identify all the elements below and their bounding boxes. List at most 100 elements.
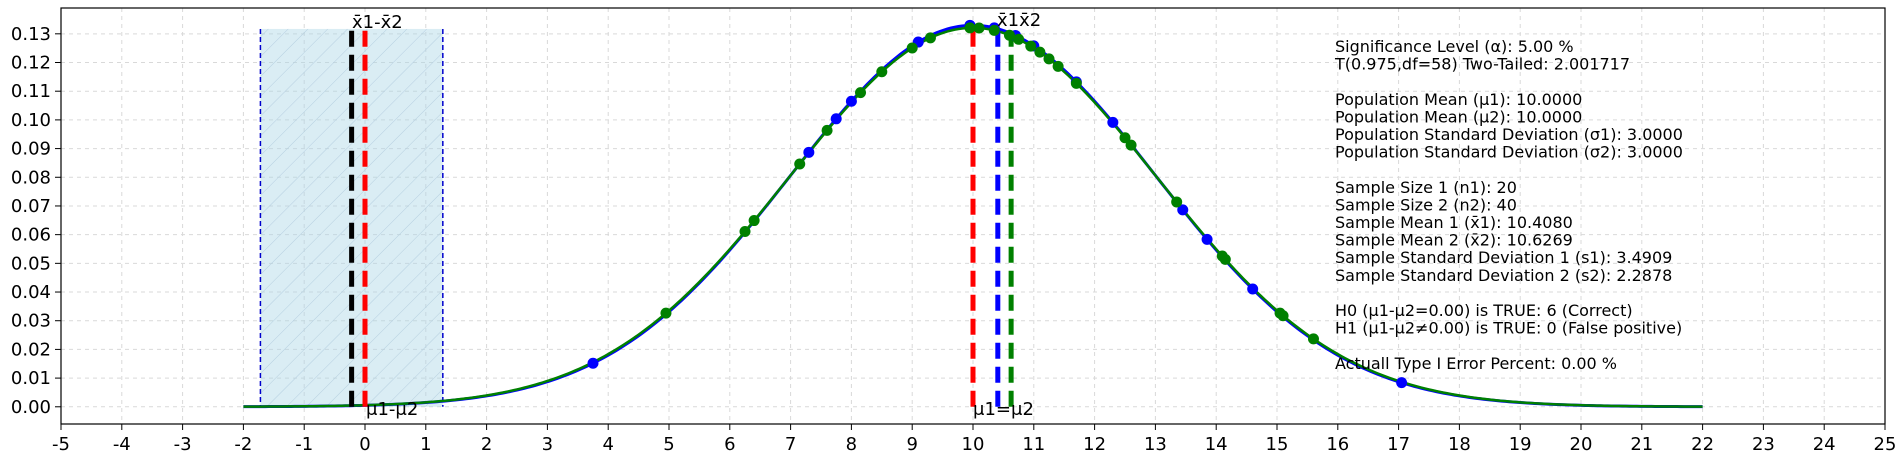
- y-tick-label: 0.00: [11, 397, 51, 418]
- point-green: [748, 215, 760, 227]
- x-tick-label: 17: [1387, 434, 1410, 455]
- x-tick-label: 18: [1448, 434, 1471, 455]
- y-tick-label: 0.04: [11, 282, 51, 303]
- x-tick-label: 2: [481, 434, 492, 455]
- y-tick-label: 0.12: [11, 53, 51, 74]
- info-line: Significance Level (α): 5.00 %: [1335, 37, 1574, 56]
- point-blue: [1201, 233, 1213, 245]
- y-tick-label: 0.07: [11, 196, 51, 217]
- point-green: [906, 42, 918, 54]
- y-tick-label: 0.08: [11, 167, 51, 188]
- x-tick-label: 6: [724, 434, 735, 455]
- x-tick-label: 24: [1813, 434, 1836, 455]
- x-tick-label: 10: [962, 434, 985, 455]
- x-tick-label: 15: [1266, 434, 1289, 455]
- point-green: [794, 158, 806, 170]
- mu-diff-label: μ1-μ2: [366, 399, 418, 420]
- y-tick-label: 0.11: [11, 81, 51, 102]
- x-tick-label: 14: [1205, 434, 1228, 455]
- y-tick-label: 0.01: [11, 368, 51, 389]
- info-panel: Significance Level (α): 5.00 %T(0.975,df…: [1334, 37, 1683, 373]
- point-green: [660, 307, 672, 319]
- point-green: [988, 24, 1000, 36]
- point-green: [1003, 29, 1015, 41]
- xbar-pair-label: x̄1x̄2: [997, 10, 1041, 31]
- point-blue: [1177, 204, 1189, 216]
- info-line: Population Standard Deviation (σ1): 3.00…: [1335, 125, 1683, 144]
- info-line: T(0.975,df=58) Two-Tailed: 2.001717: [1334, 55, 1630, 74]
- x-tick-label: 7: [785, 434, 796, 455]
- x-tick-label: 12: [1083, 434, 1106, 455]
- axes: -5 -4 -3 -2 -1 0 1 2 3 4 5 6 7 8 9 10 11 12 13 14 15 16 17 18 19…: [11, 7, 1897, 455]
- x-tick-label: 20: [1570, 434, 1593, 455]
- info-line: Sample Mean 1 (x̄1): 10.4080: [1335, 213, 1573, 232]
- point-green: [1013, 33, 1025, 45]
- point-green: [1034, 46, 1046, 58]
- x-tick-label: 21: [1630, 434, 1653, 455]
- point-blue: [830, 113, 842, 125]
- mu-equal-label: μ1=μ2: [973, 399, 1034, 420]
- annotations: x̄1-x̄2 μ1-μ2 x̄1x̄2 μ1=μ2: [352, 10, 1041, 420]
- point-green: [1125, 139, 1137, 151]
- x-tick-label: 19: [1509, 434, 1532, 455]
- point-green: [1052, 60, 1064, 72]
- x-tick-label: 23: [1752, 434, 1775, 455]
- info-line: H0 (μ1-μ2=0.00) is TRUE: 6 (Correct): [1335, 301, 1633, 320]
- x-tick-label: -5: [52, 434, 70, 455]
- x-tick-label: 3: [542, 434, 553, 455]
- point-green: [739, 225, 751, 237]
- point-green: [1277, 310, 1289, 322]
- y-tick-label: 0.06: [11, 225, 51, 246]
- point-green: [821, 124, 833, 136]
- x-tick-label: 5: [663, 434, 674, 455]
- point-blue: [1247, 283, 1259, 295]
- x-tick-label: 9: [906, 434, 917, 455]
- info-line: Population Standard Deviation (σ2): 3.00…: [1335, 143, 1683, 162]
- point-green: [924, 32, 936, 44]
- x-tick-label: 0: [359, 434, 370, 455]
- y-tick-label: 0.09: [11, 139, 51, 160]
- info-line: Sample Size 1 (n1): 20: [1335, 178, 1517, 197]
- reference-lines: [349, 28, 1014, 407]
- info-line: Actuall Type I Error Percent: 0.00 %: [1335, 354, 1617, 373]
- x-tick-label: -3: [174, 434, 192, 455]
- point-blue: [845, 95, 857, 107]
- point-green: [876, 66, 888, 78]
- y-tick-label: 0.05: [11, 253, 51, 274]
- xbar-diff-label: x̄1-x̄2: [352, 12, 403, 33]
- info-line: Sample Standard Deviation 1 (s1): 3.4909: [1335, 248, 1672, 267]
- x-tick-label: -2: [234, 434, 252, 455]
- point-green: [973, 22, 985, 34]
- x-tick-label: 16: [1326, 434, 1349, 455]
- point-blue: [803, 146, 815, 158]
- point-green: [855, 87, 867, 99]
- point-green: [964, 22, 976, 34]
- point-blue: [1107, 116, 1119, 128]
- y-tick-label: 0.02: [11, 339, 51, 360]
- info-line: Population Mean (μ2): 10.0000: [1335, 107, 1582, 126]
- point-green: [1219, 253, 1231, 265]
- y-tick-label: 0.03: [11, 311, 51, 332]
- x-tick-label: 13: [1144, 434, 1167, 455]
- info-line: Sample Standard Deviation 2 (s2): 2.2878: [1335, 266, 1672, 285]
- point-green: [1043, 53, 1055, 65]
- point-green: [1307, 333, 1319, 345]
- info-line: H1 (μ1-μ2≠0.00) is TRUE: 0 (False positi…: [1335, 319, 1682, 338]
- x-tick-label: -4: [113, 434, 131, 455]
- info-line: Sample Size 2 (n2): 40: [1335, 195, 1517, 214]
- y-tick-label: 0.10: [11, 110, 51, 131]
- x-tick-label: -1: [295, 434, 313, 455]
- point-blue: [587, 357, 599, 369]
- y-tick-label: 0.13: [11, 24, 51, 45]
- sample-points: [587, 19, 1408, 389]
- x-tick-label: 1: [420, 434, 431, 455]
- info-line: Population Mean (μ1): 10.0000: [1335, 90, 1582, 109]
- x-tick-label: 25: [1874, 434, 1897, 455]
- x-tick-label: 4: [602, 434, 613, 455]
- x-tick-label: 8: [846, 434, 857, 455]
- point-green: [1070, 77, 1082, 89]
- point-green: [1025, 40, 1037, 52]
- info-line: Sample Mean 2 (x̄2): 10.6269: [1335, 231, 1573, 250]
- x-tick-label: 22: [1691, 434, 1714, 455]
